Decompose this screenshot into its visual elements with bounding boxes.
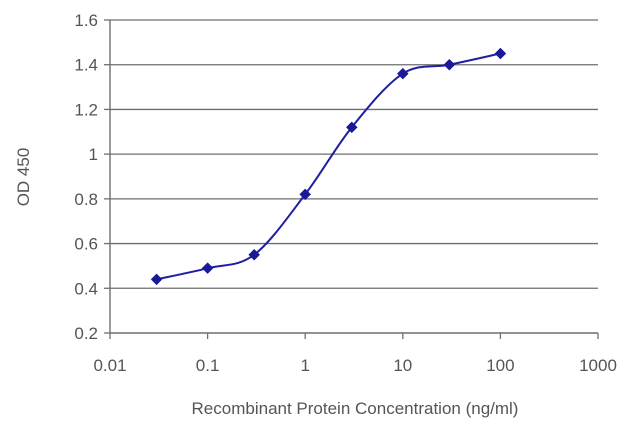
y-tick-label: 1.4 xyxy=(74,56,98,75)
x-tick-label: 100 xyxy=(486,356,514,375)
axes xyxy=(104,19,599,339)
data-point-marker xyxy=(494,47,507,60)
y-tick-label: 0.8 xyxy=(74,190,98,209)
x-tick-label: 0.1 xyxy=(196,356,220,375)
y-tick-label: 0.2 xyxy=(74,324,98,343)
x-tick-label: 10 xyxy=(393,356,412,375)
x-tick-label: 1000 xyxy=(579,356,617,375)
x-tick-label: 0.01 xyxy=(93,356,126,375)
y-tick-label: 1.6 xyxy=(74,11,98,30)
data-point-marker xyxy=(201,262,214,275)
data-point-marker xyxy=(248,248,261,261)
y-tick-label: 1 xyxy=(89,145,98,164)
x-tick-labels: 0.01 0.1 1 10 100 1000 xyxy=(93,356,616,375)
data-point-marker xyxy=(396,67,409,80)
y-tick-label: 0.6 xyxy=(74,235,98,254)
x-tick-label: 1 xyxy=(300,356,309,375)
y-tick-label: 0.4 xyxy=(74,279,98,298)
gridlines xyxy=(110,19,598,289)
data-point-marker xyxy=(150,273,163,286)
y-axis-title: OD 450 xyxy=(14,148,33,207)
series-line xyxy=(156,52,501,281)
data-series xyxy=(150,47,507,286)
data-point-marker xyxy=(299,188,312,201)
data-point-marker xyxy=(443,58,456,71)
y-tick-labels: 0.2 0.4 0.6 0.8 1 1.2 1.4 1.6 xyxy=(74,11,98,343)
data-point-marker xyxy=(345,121,358,134)
x-axis-title: Recombinant Protein Concentration (ng/ml… xyxy=(192,399,519,418)
y-tick-label: 1.2 xyxy=(74,100,98,119)
